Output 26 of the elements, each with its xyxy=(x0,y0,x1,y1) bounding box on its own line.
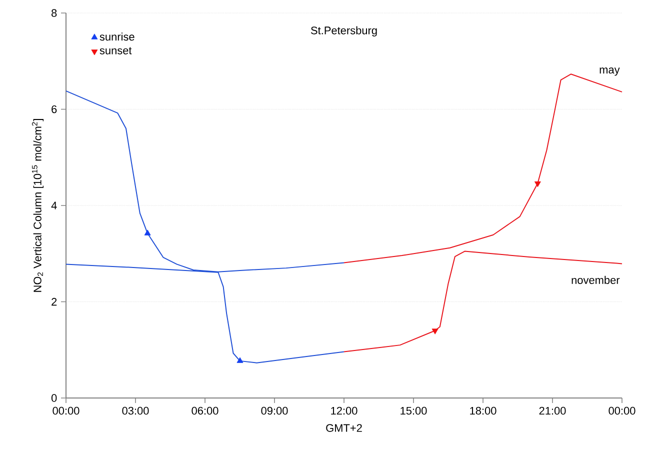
y-tick-label: 4 xyxy=(51,202,57,210)
legend-label: sunrise xyxy=(100,32,134,41)
point xyxy=(534,181,541,188)
annotation: november xyxy=(572,276,620,284)
y-axis-title: NO$_{2}$ Vertical Column [10$^{15}$ mol/cm$^{2}$] xyxy=(32,119,44,292)
y-tick-label: 8 xyxy=(52,9,57,17)
y-tick-label: 6 xyxy=(52,105,57,114)
point xyxy=(432,328,438,334)
point xyxy=(236,357,244,363)
line-series xyxy=(344,250,623,352)
x-tick-label: 03:00 xyxy=(122,406,149,415)
x-tick-label: 12:00 xyxy=(331,406,358,415)
x-tick-label: 00:00 xyxy=(608,406,636,415)
x-tick-label: 15:00 xyxy=(400,406,427,415)
text: St.Petersburg xyxy=(311,26,377,36)
x-tick-label: 06:00 xyxy=(192,406,218,415)
x-axis-title: GMT+2 xyxy=(326,424,362,432)
y-tick-label: 2 xyxy=(52,298,57,306)
x-tick-label: 18:00 xyxy=(470,406,496,415)
x-tick-label: 21:00 xyxy=(539,406,566,415)
x-tick-label: 00:00 xyxy=(52,406,80,415)
x-tick-label: 09:00 xyxy=(261,406,288,415)
point xyxy=(144,230,151,236)
annotation: may xyxy=(600,68,620,76)
legend-label: sunset xyxy=(100,47,132,54)
y-tick-label: 0 xyxy=(51,394,57,402)
